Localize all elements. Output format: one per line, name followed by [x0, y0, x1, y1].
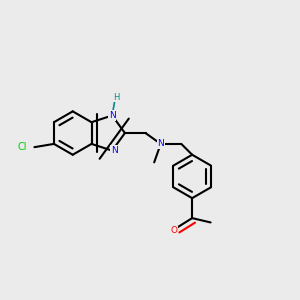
Text: N: N — [109, 111, 116, 120]
Text: H: H — [113, 93, 119, 102]
Text: O: O — [170, 226, 177, 235]
Text: Cl: Cl — [17, 142, 27, 152]
Text: N: N — [111, 146, 118, 155]
Text: N: N — [157, 140, 164, 148]
